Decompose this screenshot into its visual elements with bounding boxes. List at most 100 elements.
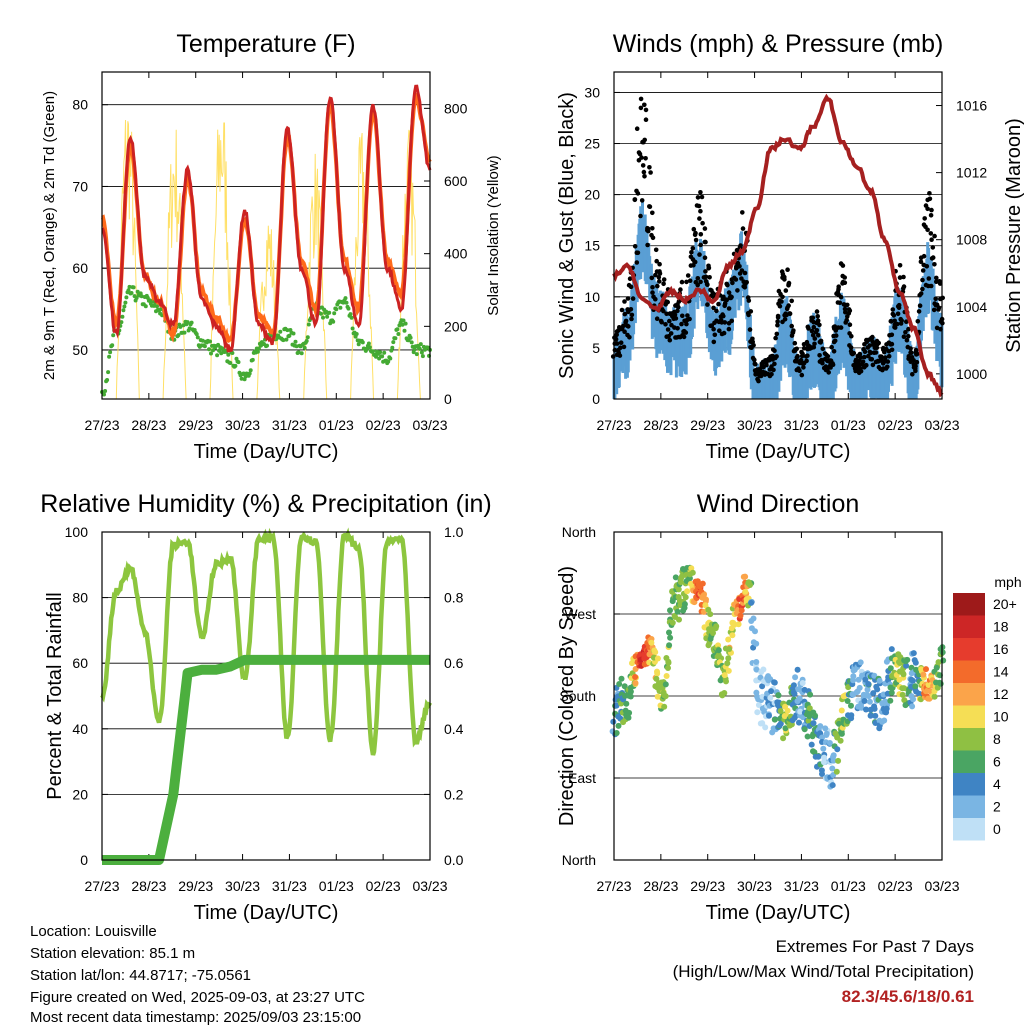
direction-point [666, 642, 673, 649]
gust-point [679, 279, 685, 285]
gust-point [928, 283, 934, 289]
plot-frame [613, 71, 943, 400]
gust-point [622, 311, 628, 317]
dewpoint-point [102, 392, 106, 397]
gust-point [901, 334, 907, 340]
direction-point [689, 569, 696, 576]
direction-point [792, 674, 799, 681]
gust-point [885, 364, 890, 370]
y-axis-label: Percent & Total Rainfall [44, 592, 66, 800]
colorbar-label: 10 [993, 709, 1009, 725]
colorbar-label: 8 [993, 731, 1001, 747]
gust-point [868, 350, 874, 356]
x-tick-label: 03/23 [412, 878, 447, 894]
y2-tick-label: 200 [444, 318, 468, 334]
direction-point [681, 604, 688, 611]
gust-point [643, 107, 649, 113]
wind-direction-panel: Wind Direction 27/23 28/23 29/23 30/23 31/23 0… [556, 490, 960, 924]
gust-point [797, 368, 802, 374]
extremes-values: 82.3/45.6/18/0.61 [841, 987, 974, 1006]
dewpoint-point [393, 336, 398, 341]
panel-title: Temperature (F) [176, 30, 355, 58]
x-tick-label: 27/23 [84, 417, 119, 433]
gust-point [775, 322, 780, 328]
dewpoint-point [305, 335, 310, 340]
gust-point [871, 350, 877, 356]
x-tick-label: 31/23 [784, 878, 819, 894]
gust-point [630, 296, 636, 301]
direction-point [790, 682, 797, 689]
gust-point [661, 277, 667, 282]
gust-point [889, 332, 895, 338]
direction-point [665, 658, 672, 665]
y-tick-label: 80 [72, 590, 88, 606]
dewpoint-point [414, 352, 419, 357]
gust-point [925, 206, 930, 212]
gust-point [623, 319, 628, 325]
gust-point [692, 259, 698, 265]
gust-point [844, 317, 849, 323]
dewpoint-point [129, 291, 134, 295]
direction-point [862, 676, 869, 683]
dewpoint-point [215, 353, 220, 358]
gust-point [690, 246, 696, 251]
dewpoint-point [265, 343, 269, 348]
direction-point [632, 680, 639, 686]
gust-point [820, 346, 826, 352]
direction-point [654, 670, 661, 677]
gust-point [782, 317, 788, 322]
colorbar-label: 0 [993, 821, 1001, 837]
direction-point [835, 757, 842, 764]
dewpoint-point [250, 357, 255, 362]
gust-point [695, 282, 700, 288]
direction-point [829, 782, 836, 789]
gust-point [656, 275, 662, 280]
x-tick-label: 01/23 [831, 417, 866, 433]
gust-point [864, 362, 869, 368]
gust-point [847, 308, 853, 314]
gust-point [726, 326, 732, 332]
gust-point [817, 353, 822, 358]
direction-point [729, 632, 736, 639]
direction-point [861, 698, 868, 704]
dewpoint-point [327, 310, 332, 315]
dewpoint-point [285, 328, 290, 333]
direction-point [760, 666, 767, 673]
pressure-line [612, 93, 944, 398]
dewpoint-point [419, 350, 424, 355]
gust-point [815, 314, 820, 319]
y2-tick-label: 800 [444, 100, 468, 116]
gust-point [777, 303, 783, 309]
dewpoint-point [152, 303, 156, 308]
direction-point [753, 659, 760, 665]
direction-point [723, 678, 729, 685]
direction-point [916, 690, 923, 697]
y2-tick-label: 0.4 [444, 721, 464, 737]
gust-point [695, 276, 701, 281]
gust-point [618, 345, 623, 351]
gust-point [698, 208, 703, 214]
gust-point [906, 326, 911, 332]
dewpoint-point [395, 327, 400, 332]
gust-point [667, 318, 672, 324]
dewpoint-point [120, 314, 125, 319]
gust-point [927, 191, 932, 196]
gust-point [642, 137, 647, 143]
gust-point [696, 203, 702, 209]
gust-point [667, 337, 673, 343]
direction-point [768, 688, 775, 695]
gust-point [629, 312, 635, 318]
dewpoint-point [119, 320, 124, 325]
station-location: Location: Louisville [30, 923, 157, 940]
gust-point [772, 348, 777, 354]
gust-point [897, 263, 903, 268]
gust-point [825, 354, 831, 359]
gust-point [739, 268, 745, 273]
gust-point [832, 324, 838, 329]
gust-point [654, 258, 659, 264]
dewpoint-point [226, 352, 231, 357]
gust-point [920, 268, 926, 273]
y-tick-label: 30 [584, 84, 600, 100]
gust-point [729, 318, 734, 324]
gust-point [925, 227, 930, 233]
